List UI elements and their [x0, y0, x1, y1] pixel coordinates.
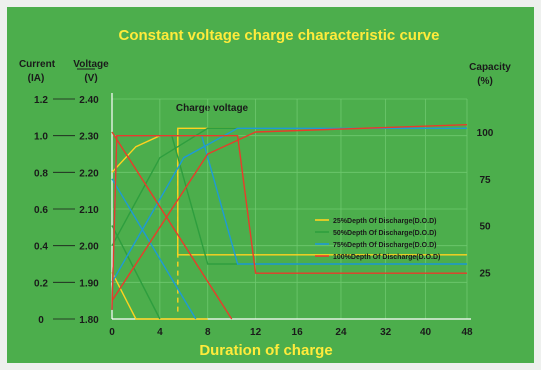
series-4 [111, 124, 468, 320]
voltage-tick-label: 2.40 [79, 95, 99, 106]
x-tick-label: 8 [205, 327, 211, 338]
x-tick-label: 0 [109, 327, 115, 338]
voltage-tick-label: 2.10 [79, 205, 99, 216]
chart-panel [7, 7, 534, 363]
current-line [111, 134, 467, 310]
x-tick-label: 40 [420, 327, 432, 338]
current-axis-unit: (IA) [28, 73, 45, 84]
x-tick-label: 4 [157, 327, 163, 338]
voltage-axis-title: Voltage [73, 59, 109, 70]
current-tick-label: 0 [38, 315, 44, 326]
legend-label: 100%Depth Of Discharge(D.O.D) [333, 254, 440, 261]
tick-labels: 0 0.2 0.4 0.6 0.8 1.0 1.2 1.80 1.90 2.00 2.10 2.20 2… [34, 95, 494, 338]
current-axis-title: Current [19, 59, 56, 70]
capacity-axis-title: Capacity [469, 62, 511, 73]
current-tick-label: 1.0 [34, 132, 48, 143]
capacity-tick-label: 100 [477, 128, 494, 139]
voltage-line [111, 127, 467, 173]
grid [111, 98, 468, 320]
axes [77, 68, 471, 320]
voltage-tick-label: 2.20 [79, 168, 99, 179]
capacity-line [111, 225, 161, 320]
voltage-line [111, 124, 468, 302]
capacity-tick-label: 50 [479, 222, 491, 233]
x-tick-label: 48 [461, 327, 473, 338]
voltage-tick-label: 1.90 [79, 278, 99, 289]
current-tick-label: 0.4 [34, 242, 48, 253]
legend-label: 25%Depth Of Discharge(D.O.D) [333, 218, 436, 225]
current-tick-label: 1.2 [34, 95, 48, 106]
current-tick-label: 0.6 [34, 205, 48, 216]
capacity-tick-label: 75 [479, 175, 491, 186]
capacity-tick-label: 25 [479, 268, 491, 279]
x-tick-label: 24 [335, 327, 347, 338]
charge-voltage-annotation: Charge voltage [176, 103, 249, 114]
capacity-line [111, 131, 233, 320]
chart: Constant voltage charge characteristic c… [19, 27, 511, 359]
legend-label: 50%Depth Of Discharge(D.O.D) [333, 230, 436, 237]
voltage-tick-label: 2.30 [79, 132, 99, 143]
capacity-axis-unit: (%) [477, 76, 493, 87]
x-axis-title: Duration of charge [199, 342, 332, 359]
current-tick-label: 0.8 [34, 168, 48, 179]
voltage-tick-label: 1.80 [79, 315, 99, 326]
legend-label: 75%Depth Of Discharge(D.O.D) [333, 242, 436, 249]
x-tick-label: 16 [292, 327, 304, 338]
x-tick-label: 32 [380, 327, 392, 338]
voltage-tick-label: 2.00 [79, 242, 99, 253]
x-tick-label: 12 [250, 327, 262, 338]
capacity-line [111, 178, 197, 320]
current-tick-label: 0.2 [34, 278, 48, 289]
voltage-axis-unit: (V) [84, 73, 97, 84]
voltage-line [111, 127, 467, 247]
series-group [111, 124, 468, 320]
chart-title: Constant voltage charge characteristic c… [119, 27, 440, 44]
legend: 25%Depth Of Discharge(D.O.D) 50%Depth Of … [315, 218, 440, 261]
